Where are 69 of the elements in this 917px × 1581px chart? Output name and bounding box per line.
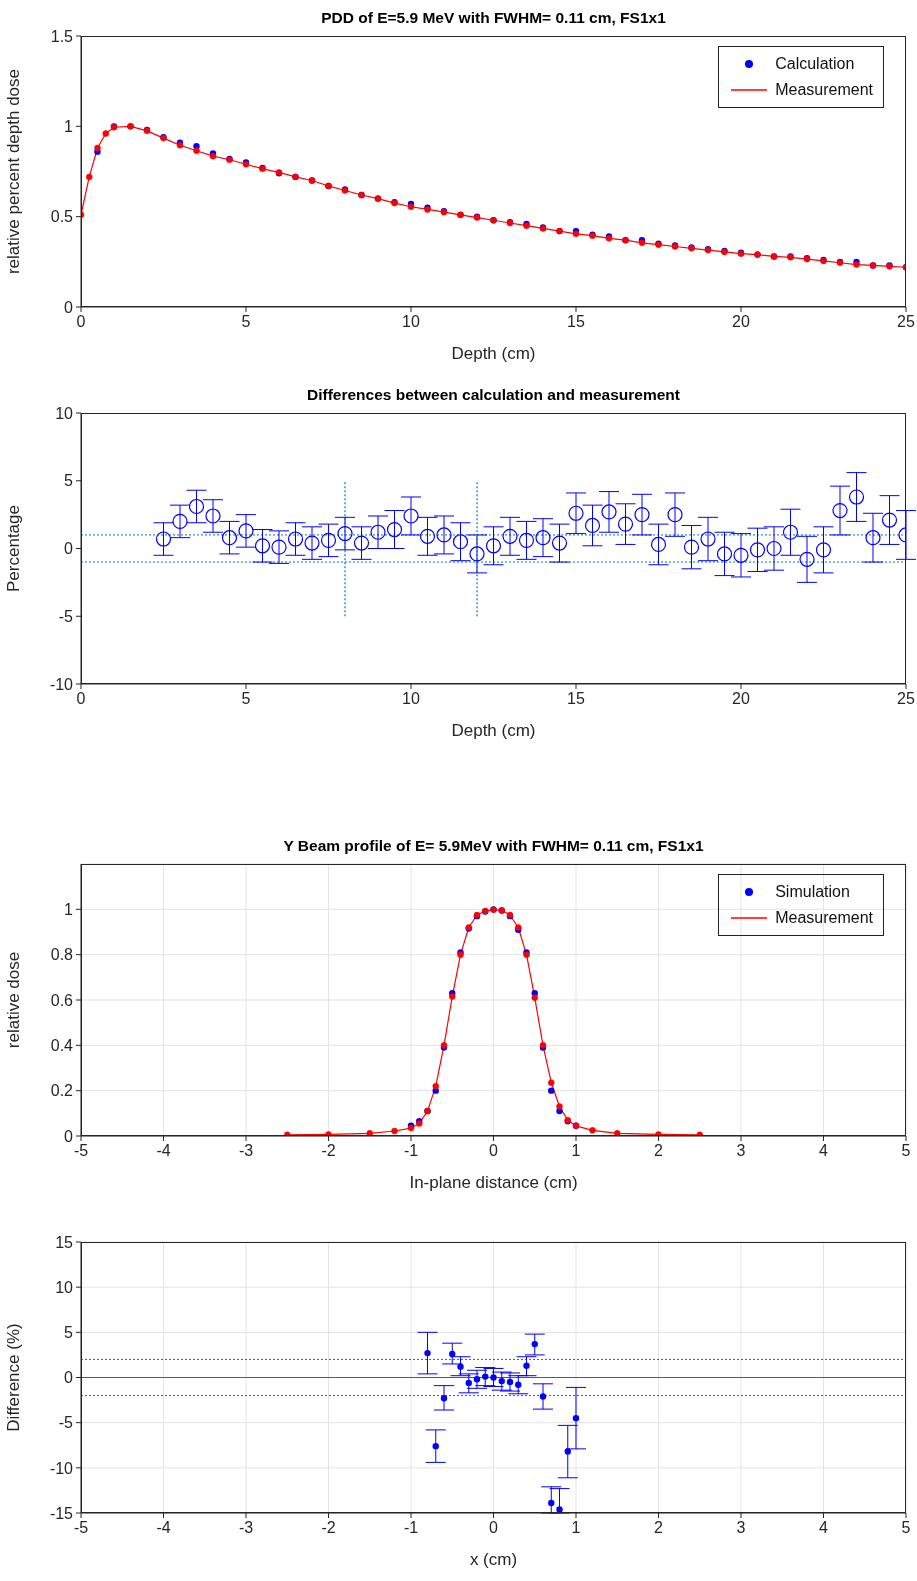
x-tick-label: 10: [402, 313, 420, 331]
x-tick-label: 2: [654, 1519, 664, 1537]
x-tick-label: 15: [567, 690, 585, 708]
x-tick-label: 5: [241, 690, 251, 708]
y-tick-label: -5: [58, 1414, 74, 1432]
y-tick-label: 0.5: [50, 208, 74, 226]
y-tick-label: 0: [64, 1369, 74, 1387]
chart-title: PDD of E=5.9 MeV with FWHM= 0.11 cm, FS1x1: [320, 8, 667, 28]
x-tick-label: 15: [567, 313, 585, 331]
x-tick-label: 0: [489, 1519, 499, 1537]
x-axis-title: Depth (cm): [451, 721, 536, 740]
x-tick-label: 5: [901, 1142, 911, 1160]
y-tick-label: 1.5: [50, 27, 74, 45]
legend-label: Simulation: [775, 883, 850, 901]
x-tick-label: -1: [403, 1142, 419, 1160]
x-tick-label: -4: [156, 1519, 171, 1537]
y-tick-label: 0: [64, 1127, 74, 1145]
y-tick-label: -10: [49, 675, 74, 693]
x-tick-label: -2: [321, 1142, 336, 1160]
y-tick-label: 1: [64, 901, 74, 919]
x-tick-label: 20: [732, 690, 750, 708]
y-tick-label: 0.8: [50, 946, 74, 964]
x-axis-title: Depth (cm): [451, 344, 536, 363]
x-tick-label: 20: [732, 313, 750, 331]
x-tick-label: 5: [901, 1519, 911, 1537]
y-axis-title: relative percent depth dose: [4, 68, 24, 275]
y-tick-label: 0.2: [50, 1082, 74, 1100]
y-tick-label: 0: [64, 540, 74, 558]
x-tick-label: 25: [897, 690, 915, 708]
y-tick-label: 0.6: [50, 991, 74, 1009]
x-tick-label: -1: [403, 1519, 419, 1537]
chart-title: Y Beam profile of E= 5.9MeV with FWHM= 0.11 cm, FS1x1: [282, 836, 705, 856]
y-tick-label: 5: [64, 1324, 74, 1342]
x-tick-label: 25: [897, 313, 915, 331]
legend-label: Calculation: [775, 55, 855, 73]
x-tick-label: 0: [489, 1142, 499, 1160]
legend-label: Measurement: [775, 909, 873, 927]
x-tick-label: 3: [736, 1142, 746, 1160]
chart-title: Differences between calculation and measurement: [306, 385, 681, 405]
x-tick-label: 2: [654, 1142, 664, 1160]
x-tick-label: -4: [156, 1142, 171, 1160]
x-tick-label: 4: [819, 1142, 829, 1160]
x-tick-label: -3: [238, 1519, 254, 1537]
x-axis-title: x (cm): [469, 1550, 518, 1569]
x-tick-label: -2: [321, 1519, 336, 1537]
x-axis-title: In-plane distance (cm): [409, 1173, 578, 1192]
y-tick-label: 0.4: [50, 1037, 74, 1055]
x-tick-label: 0: [76, 313, 86, 331]
x-tick-label: 3: [736, 1519, 746, 1537]
y-axis-title: Percentage: [4, 505, 24, 592]
y-axis-title: Difference (%): [4, 1323, 24, 1432]
y-tick-label: 15: [55, 1233, 74, 1251]
y-tick-label: 0: [64, 298, 74, 316]
y-tick-label: 10: [55, 404, 74, 422]
x-tick-label: -3: [238, 1142, 254, 1160]
y-axis-title: relative dose: [4, 951, 24, 1049]
legend-label: Measurement: [775, 81, 873, 99]
y-tick-label: -10: [49, 1459, 74, 1477]
y-tick-label: -5: [58, 607, 74, 625]
x-tick-label: 4: [819, 1519, 829, 1537]
x-tick-label: 10: [402, 690, 420, 708]
x-tick-label: 1: [571, 1142, 581, 1160]
x-tick-label: 5: [241, 313, 251, 331]
y-tick-label: 1: [64, 118, 74, 136]
x-tick-label: 0: [76, 690, 86, 708]
y-tick-label: -15: [49, 1504, 74, 1522]
y-tick-label: 5: [64, 472, 74, 490]
x-tick-label: 1: [571, 1519, 581, 1537]
y-tick-label: 10: [55, 1278, 74, 1296]
